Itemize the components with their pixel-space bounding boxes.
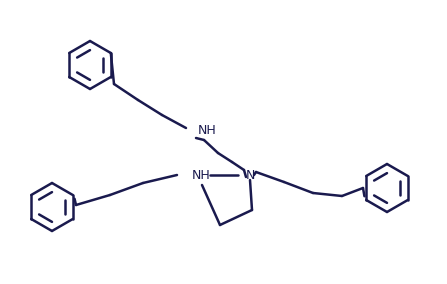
Text: N: N bbox=[245, 168, 255, 181]
Text: NH: NH bbox=[198, 124, 217, 137]
Text: NH: NH bbox=[192, 168, 211, 181]
